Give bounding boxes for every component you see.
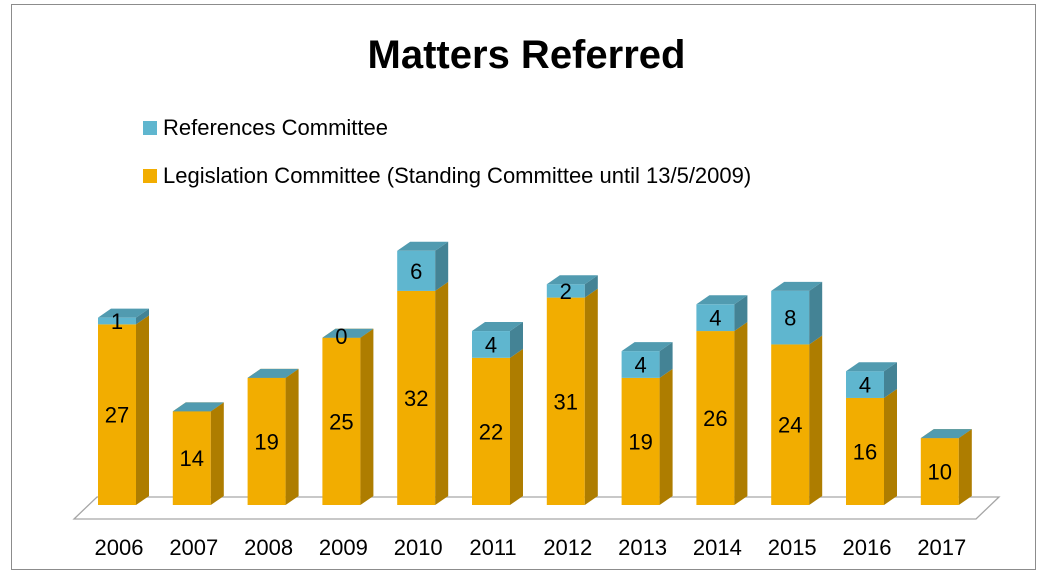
- bar-top-references-2006: [98, 308, 149, 318]
- data-label-references-2006: 1: [111, 309, 123, 334]
- bar-side-references-2016: [884, 362, 897, 398]
- data-label-references-2012: 2: [560, 279, 572, 304]
- bar-references-2016: [846, 371, 884, 398]
- x-tick-label-2009: 2009: [319, 535, 368, 560]
- bar-side-legislation-2010: [435, 281, 449, 505]
- chart-title: Matters Referred: [367, 33, 686, 77]
- bar-side-legislation-2016: [884, 388, 897, 505]
- x-tick-label-2015: 2015: [768, 535, 817, 560]
- bar-side-references-2013: [659, 342, 673, 378]
- data-label-legislation-2009: 25: [329, 409, 353, 434]
- bar-side-references-2015: [809, 281, 823, 345]
- x-tick-label-2011: 2011: [469, 535, 516, 560]
- bar-top-references-2012: [546, 275, 598, 285]
- legend-label-references: References Committee: [163, 115, 388, 140]
- bar-top-references-2015: [771, 281, 823, 291]
- bar-side-legislation-2011: [510, 348, 523, 505]
- bar-references-2010: [397, 250, 436, 291]
- data-label-legislation-2016: 16: [853, 439, 877, 464]
- data-label-references-2016: 4: [859, 373, 871, 398]
- bar-side-references-2012: [584, 275, 598, 298]
- bar-references-2015: [771, 290, 810, 345]
- data-label-references-2013: 4: [634, 353, 646, 378]
- bar-side-legislation-2007: [210, 402, 224, 505]
- bar-legislation-2012: [546, 297, 585, 505]
- bar-side-legislation-2006: [136, 315, 149, 505]
- bar-top-references-2017: [920, 429, 972, 439]
- x-tick-label-2017: 2017: [917, 535, 966, 560]
- legend-swatch-references: [143, 121, 157, 135]
- bar-legislation-2016: [846, 397, 884, 505]
- data-label-legislation-2010: 32: [404, 386, 428, 411]
- bar-legislation-2017: [920, 438, 959, 505]
- bar-top-references-2016: [846, 362, 897, 372]
- legend-swatch-legislation: [143, 169, 157, 183]
- bar-side-references-2010: [435, 241, 449, 291]
- bar-legislation-2011: [472, 357, 510, 505]
- bar-side-legislation-2008: [285, 368, 299, 505]
- bar-references-2011: [472, 331, 510, 358]
- data-label-references-2014: 4: [709, 306, 721, 331]
- bar-references-2006: [98, 317, 136, 325]
- legend: References Committee Legislation Committ…: [143, 114, 751, 210]
- bar-legislation-2015: [771, 344, 810, 505]
- chart-floor: [72, 496, 1001, 520]
- bar-side-legislation-2015: [809, 335, 823, 505]
- bar-side-references-2006: [136, 308, 149, 325]
- data-label-references-2010: 6: [410, 259, 422, 284]
- data-label-legislation-2011: 22: [479, 419, 503, 444]
- bar-legislation-2010: [397, 290, 436, 505]
- data-label-references-2009: 0: [335, 324, 347, 349]
- bar-top-references-2014: [696, 295, 748, 305]
- bar-side-legislation-2012: [584, 288, 598, 505]
- data-label-legislation-2006: 27: [105, 403, 129, 428]
- legend-item-legislation: Legislation Committee (Standing Committe…: [143, 162, 751, 190]
- x-tick-label-2008: 2008: [244, 535, 293, 560]
- bar-legislation-2013: [621, 377, 660, 505]
- data-label-legislation-2007: 14: [180, 446, 204, 471]
- x-tick-label-2014: 2014: [693, 535, 742, 560]
- x-tick-label-2006: 2006: [95, 535, 144, 560]
- bar-side-references-2014: [734, 295, 748, 332]
- bar-legislation-2007: [172, 411, 211, 505]
- legend-item-references: References Committee: [143, 114, 751, 142]
- bar-legislation-2006: [98, 324, 136, 505]
- bar-references-2013: [621, 351, 660, 378]
- data-label-legislation-2017: 10: [928, 460, 952, 485]
- x-tick-label-2016: 2016: [843, 535, 892, 560]
- bar-side-legislation-2017: [958, 429, 972, 505]
- bar-side-legislation-2009: [360, 328, 374, 505]
- bar-side-references-2011: [510, 322, 523, 358]
- bar-references-2014: [696, 304, 735, 332]
- bar-legislation-2008: [247, 377, 286, 505]
- bar-top-references-2013: [621, 342, 673, 352]
- x-tick-label-2007: 2007: [169, 535, 218, 560]
- data-label-legislation-2012: 31: [554, 389, 578, 414]
- x-tick-label-2013: 2013: [618, 535, 667, 560]
- bar-legislation-2009: [322, 337, 361, 505]
- legend-label-legislation: Legislation Committee (Standing Committe…: [163, 163, 752, 188]
- bar-side-legislation-2014: [734, 322, 748, 505]
- bar-top-references-2007: [172, 402, 224, 412]
- data-label-references-2011: 4: [485, 332, 497, 357]
- x-tick-label-2010: 2010: [394, 535, 443, 560]
- bar-references-2012: [546, 284, 585, 298]
- bar-top-references-2009: [322, 328, 374, 338]
- bar-top-references-2008: [247, 368, 299, 378]
- x-tick-label-2012: 2012: [543, 535, 592, 560]
- data-label-legislation-2014: 26: [703, 406, 727, 431]
- data-label-legislation-2008: 19: [254, 429, 278, 454]
- bar-legislation-2014: [696, 331, 735, 505]
- bar-side-legislation-2013: [659, 368, 673, 505]
- data-label-legislation-2015: 24: [778, 413, 802, 438]
- bar-top-references-2011: [472, 322, 523, 332]
- data-label-legislation-2013: 19: [628, 429, 652, 454]
- bar-top-references-2010: [397, 241, 449, 251]
- data-label-references-2015: 8: [784, 306, 796, 331]
